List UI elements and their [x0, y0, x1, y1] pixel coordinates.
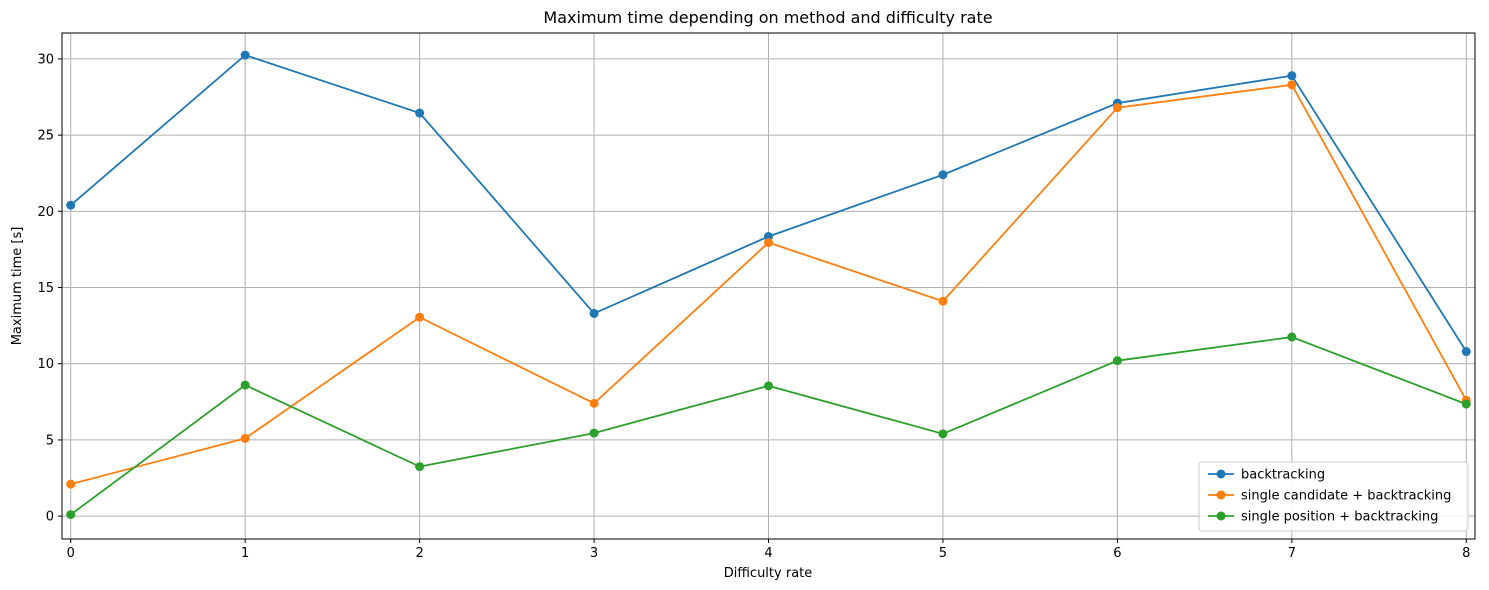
legend-label: single candidate + backtracking	[1241, 489, 1451, 504]
ticks: 0 1 2 3 4 5 6 7 8 0 5 10 15 20 25 30	[37, 52, 1470, 561]
data-point	[1112, 103, 1122, 113]
data-point	[938, 429, 948, 439]
chart-title: Maximum time depending on method and dif…	[543, 8, 992, 27]
x-tick-label: 1	[241, 546, 249, 561]
data-point	[1461, 347, 1471, 357]
data-point	[1287, 80, 1297, 90]
data-point	[1287, 332, 1297, 342]
legend-item: single position + backtracking	[1208, 510, 1438, 525]
y-tick-label: 25	[37, 129, 54, 144]
legend-item: backtracking	[1208, 468, 1325, 483]
legend-marker	[1216, 469, 1226, 479]
data-point	[764, 381, 773, 391]
data-point	[764, 238, 773, 248]
x-tick-label: 4	[764, 546, 772, 561]
y-tick-label: 15	[37, 281, 54, 296]
x-axis-label: Difficulty rate	[724, 566, 813, 581]
data-point	[415, 462, 425, 472]
y-tick-label: 5	[46, 433, 54, 448]
data-point	[240, 380, 250, 390]
data-point	[66, 479, 76, 489]
data-point	[589, 398, 599, 408]
series-2	[66, 80, 1471, 489]
x-tick-label: 8	[1462, 546, 1470, 561]
data-point	[66, 510, 76, 520]
legend-label: single position + backtracking	[1241, 510, 1438, 525]
x-tick-label: 0	[67, 546, 75, 561]
x-tick-label: 7	[1288, 546, 1296, 561]
data-point	[240, 433, 250, 443]
series-3	[66, 332, 1471, 520]
x-tick-label: 5	[939, 546, 947, 561]
x-tick-label: 3	[590, 546, 598, 561]
legend-marker	[1216, 511, 1226, 521]
x-tick-label: 6	[1113, 546, 1121, 561]
legend-label: backtracking	[1241, 468, 1325, 483]
data-point	[589, 428, 599, 438]
legend-marker	[1216, 490, 1226, 500]
y-tick-label: 30	[37, 52, 54, 67]
x-tick-label: 2	[415, 546, 423, 561]
data-point	[240, 50, 250, 60]
legend-item: single candidate + backtracking	[1208, 489, 1451, 504]
y-axis-label: Maximum time [s]	[10, 227, 25, 346]
data-point	[938, 170, 948, 180]
data-point	[1461, 399, 1471, 409]
data-point	[415, 108, 425, 118]
data-point	[589, 308, 599, 318]
legend-box	[1198, 461, 1469, 532]
data-point	[938, 296, 948, 306]
legend: backtracking single candidate + backtrack…	[1198, 461, 1469, 532]
y-tick-label: 0	[46, 510, 54, 525]
data-point	[1287, 71, 1297, 81]
series-layer	[66, 50, 1471, 520]
data-point	[66, 200, 76, 210]
series-1	[66, 50, 1471, 357]
data-point	[1112, 356, 1122, 366]
data-point	[415, 312, 425, 322]
y-tick-label: 20	[37, 205, 54, 220]
y-tick-label: 10	[37, 357, 54, 372]
